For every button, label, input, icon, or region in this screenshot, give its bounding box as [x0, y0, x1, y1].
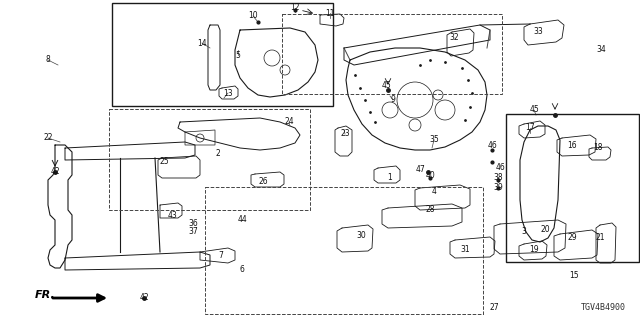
Text: 42: 42	[50, 167, 60, 177]
Text: 17: 17	[525, 124, 535, 132]
Text: 4: 4	[431, 188, 436, 196]
Bar	[112, 3, 333, 106]
Text: 29: 29	[567, 233, 577, 242]
Text: 44: 44	[238, 214, 248, 223]
Text: 15: 15	[569, 270, 579, 279]
Text: 40: 40	[425, 171, 435, 180]
Text: 45: 45	[382, 82, 392, 91]
Text: 14: 14	[197, 38, 207, 47]
Text: 46: 46	[496, 163, 506, 172]
Text: 26: 26	[258, 177, 268, 186]
Text: 5: 5	[236, 51, 241, 60]
Text: 6: 6	[239, 265, 244, 274]
Text: 16: 16	[567, 141, 577, 150]
Text: 12: 12	[291, 4, 300, 12]
Text: 32: 32	[449, 34, 459, 43]
Text: 36: 36	[188, 220, 198, 228]
Text: 42: 42	[139, 293, 149, 302]
Text: 35: 35	[429, 135, 439, 145]
Text: 8: 8	[45, 55, 51, 65]
Text: 46: 46	[487, 141, 497, 150]
Text: 31: 31	[460, 245, 470, 254]
Text: 22: 22	[44, 133, 52, 142]
Bar	[506, 114, 639, 262]
Text: 47: 47	[415, 164, 425, 173]
Text: 30: 30	[356, 230, 366, 239]
Text: TGV4B4900: TGV4B4900	[581, 303, 626, 312]
Text: 1: 1	[388, 173, 392, 182]
Text: 37: 37	[188, 228, 198, 236]
Text: 45: 45	[529, 106, 539, 115]
Text: 43: 43	[167, 211, 177, 220]
Text: 19: 19	[529, 244, 539, 253]
Bar	[205, 187, 483, 314]
Text: 24: 24	[284, 117, 294, 126]
Text: 18: 18	[593, 143, 603, 153]
Text: 11: 11	[325, 9, 335, 18]
Text: 2: 2	[216, 148, 220, 157]
Text: 34: 34	[596, 45, 606, 54]
Text: 13: 13	[223, 89, 233, 98]
Text: 21: 21	[595, 234, 605, 243]
Bar	[282, 14, 502, 94]
Text: 23: 23	[340, 130, 350, 139]
Text: 27: 27	[489, 303, 499, 313]
Text: 33: 33	[533, 28, 543, 36]
Bar	[109, 109, 310, 210]
Text: 7: 7	[219, 251, 223, 260]
Text: 28: 28	[425, 205, 435, 214]
Text: 9: 9	[390, 95, 396, 105]
Text: FR.: FR.	[35, 290, 56, 300]
Text: 20: 20	[540, 225, 550, 234]
Text: 39: 39	[493, 182, 503, 191]
Text: 3: 3	[522, 228, 527, 236]
Text: 38: 38	[493, 173, 503, 182]
Text: 10: 10	[248, 12, 258, 20]
Text: 25: 25	[159, 157, 169, 166]
